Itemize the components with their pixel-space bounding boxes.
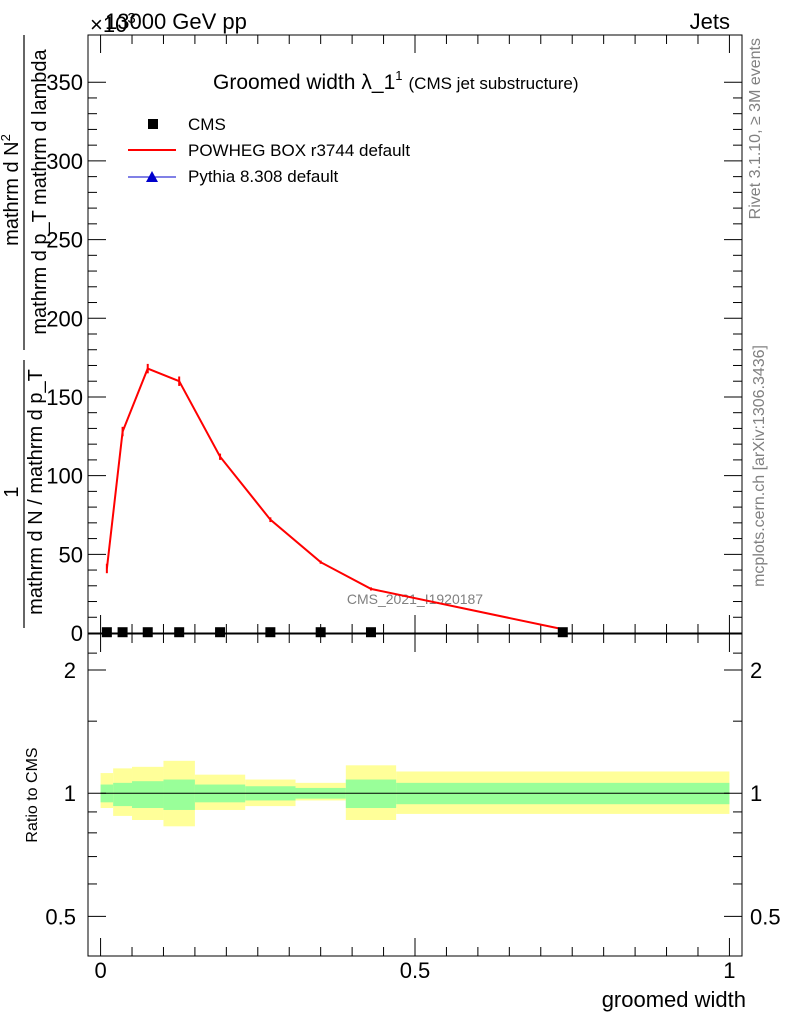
main-ytick-label: 0: [71, 621, 83, 646]
mcplots-label: mcplots.cern.ch [arXiv:1306.3436]: [751, 345, 768, 587]
ratio-y-axis-title: Ratio to CMS: [24, 747, 41, 842]
ratio-xtick-label: 1: [723, 958, 735, 983]
cms-data-point: [174, 627, 185, 638]
ratio-inner-band: [345, 779, 397, 809]
cms-data-point: [215, 627, 226, 638]
main-ytick-label: 350: [46, 70, 83, 95]
rivet-label: Rivet 3.1.10, ≥ 3M events: [747, 38, 764, 219]
cms-data-point: [265, 627, 276, 638]
ratio-ytick-label: 2: [64, 658, 76, 683]
ylabel-numerator: mathrm d N2: [0, 134, 23, 246]
cms-data-point: [117, 627, 128, 638]
main-x-ticks: [100, 35, 730, 633]
main-y-ticks: 0 50 100 150 200 250 300 350: [46, 70, 742, 646]
legend-label-powheg: POWHEG BOX r3744 default: [188, 141, 410, 160]
ratio-x-ticks: 0 0.5 1: [94, 634, 736, 983]
ylabel-prefactor-num: 1: [1, 486, 23, 497]
cms-data-point: [101, 627, 112, 638]
main-ytick-label: 200: [46, 306, 83, 331]
x-axis-title: groomed width: [602, 987, 746, 1012]
main-ytick-label: 100: [46, 464, 83, 489]
legend-marker-pythia: [146, 171, 158, 182]
ratio-ytick-label: 0.5: [45, 904, 76, 929]
ratio-inner-band: [113, 782, 133, 807]
ratio-inner-band: [132, 781, 164, 809]
main-y-axis-title: 1 mathrm d N / mathrm d p_T mathrm d N2 …: [0, 35, 51, 628]
cms-data-point: [365, 627, 376, 638]
legend-label-pythia: Pythia 8.308 default: [188, 167, 339, 186]
main-series-layer: [101, 363, 568, 638]
category-label: Jets: [690, 9, 730, 34]
series-line-powheg: [105, 367, 567, 631]
legend: CMS POWHEG BOX r3744 default Pythia 8.30…: [128, 115, 410, 186]
main-ytick-label: 50: [59, 542, 83, 567]
ratio-ytick-label-right: 1: [750, 781, 762, 806]
ratio-ytick-label-right: 2: [750, 658, 762, 683]
main-plot-frame: [87, 34, 743, 634]
legend-marker-cms: [148, 119, 158, 129]
legend-label-cms: CMS: [188, 115, 226, 134]
ylabel-prefactor-den: mathrm d N / mathrm d p_T: [25, 369, 47, 615]
energy-label: 13000 GeV pp: [105, 9, 247, 34]
main-ytick-label: 300: [46, 149, 83, 174]
plot-title: Groomed width λ_11 (CMS jet substructure): [213, 68, 579, 94]
main-ytick-label: 250: [46, 228, 83, 253]
ratio-ytick-label: 1: [64, 781, 76, 806]
cms-data-point: [557, 627, 568, 638]
ratio-y-ticks: 0.5 0.5 1 1 2 2: [45, 652, 781, 929]
cms-data-point: [142, 627, 153, 638]
ratio-inner-band: [163, 779, 195, 810]
ratio-xtick-label: 0.5: [400, 958, 431, 983]
exponent-label: ×103: [90, 10, 136, 37]
ratio-xtick-label: 0: [94, 958, 106, 983]
main-ytick-label: 150: [46, 385, 83, 410]
ylabel-denominator: mathrm d p_T mathrm d lambda: [29, 48, 51, 334]
ratio-ytick-label-right: 0.5: [750, 904, 781, 929]
cms-data-point: [315, 627, 326, 638]
